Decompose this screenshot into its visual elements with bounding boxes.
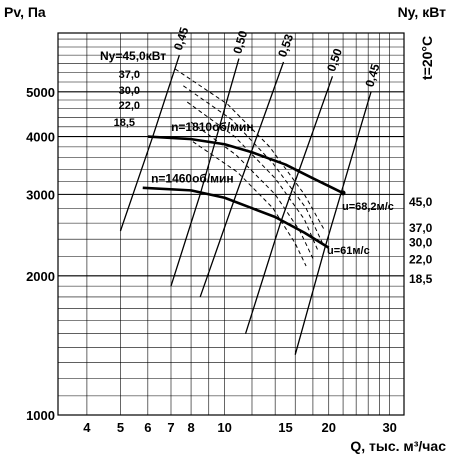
- curve-end-marker: [340, 190, 346, 196]
- power-axis-tick: 45,0: [409, 195, 433, 209]
- chart-labels: 1000 2000 3000 4000 5000 4 5 6 7 8 10 15 20 30 Pv, Па N…: [4, 4, 446, 454]
- power-dashed-curve: [183, 85, 324, 244]
- efficiency-label: 0,50: [324, 46, 345, 73]
- temperature-note: t=20°C: [419, 36, 435, 80]
- x-tick-label: 5: [117, 420, 124, 435]
- power-inset-label: 37,0: [119, 69, 140, 81]
- power-axis-tick: 18,5: [409, 272, 433, 286]
- x-tick-label: 15: [278, 420, 292, 435]
- efficiency-line: [199, 61, 285, 298]
- efficiency-line: [244, 76, 334, 334]
- power-axis-tick: 22,0: [409, 252, 433, 266]
- plot-frame: [57, 32, 405, 416]
- rpm-curve: [147, 135, 344, 195]
- y-tick-label: 3000: [26, 187, 55, 202]
- efficiency-label: 0,50: [230, 29, 250, 56]
- efficiency-lines: 0,45 0,50 0,530,500,45: [119, 25, 383, 355]
- efficiency-label: 0,45: [171, 25, 192, 52]
- x-tick-label: 6: [144, 420, 151, 435]
- power-inset-label: 30,0: [119, 85, 140, 97]
- x-tick-label: 30: [382, 420, 396, 435]
- velocity-annotation: u=61м/с: [327, 245, 370, 257]
- y-tick-label: 4000: [26, 130, 55, 145]
- power-inset-label: 22,0: [119, 100, 140, 112]
- x-tick-label: 10: [217, 420, 231, 435]
- power-axis-tick: 37,0: [409, 221, 433, 235]
- grid: [57, 32, 405, 416]
- power-dashed-curves: [174, 68, 326, 267]
- rpm-curve-label: n=1810об/мин: [171, 120, 254, 134]
- efficiency-line: [119, 54, 180, 232]
- efficiency-line: [294, 91, 372, 355]
- power-inset-label: Ny=45,0кВт: [100, 49, 166, 63]
- x-axis-title: Q, тыс. м³/час: [350, 438, 446, 454]
- power-dashed-curve: [174, 68, 326, 232]
- y-tick-label: 1000: [26, 408, 55, 423]
- x-tick-label: 20: [322, 420, 336, 435]
- y-tick-label: 5000: [26, 85, 55, 100]
- y2-axis-title: Ny, кВт: [398, 4, 447, 20]
- x-tick-label: 4: [83, 420, 91, 435]
- y-tick-label: 2000: [26, 269, 55, 284]
- power-dashed-curve: [192, 141, 307, 267]
- y-axis-title: Pv, Па: [4, 4, 46, 20]
- x-tick-label: 7: [167, 420, 174, 435]
- power-inset-label: 18,5: [114, 117, 135, 129]
- rpm-curve-label: n=1460об/мин: [151, 171, 234, 185]
- efficiency-line: [170, 58, 240, 287]
- velocity-annotation: u=68,2м/с: [342, 201, 394, 213]
- x-tick-label: 8: [187, 420, 194, 435]
- rpm-curve: [142, 186, 330, 249]
- efficiency-label: 0,45: [362, 62, 382, 89]
- rpm-curves: n=1810об/мин n=1460об/мин: [142, 120, 346, 249]
- power-axis-tick: 30,0: [409, 236, 433, 250]
